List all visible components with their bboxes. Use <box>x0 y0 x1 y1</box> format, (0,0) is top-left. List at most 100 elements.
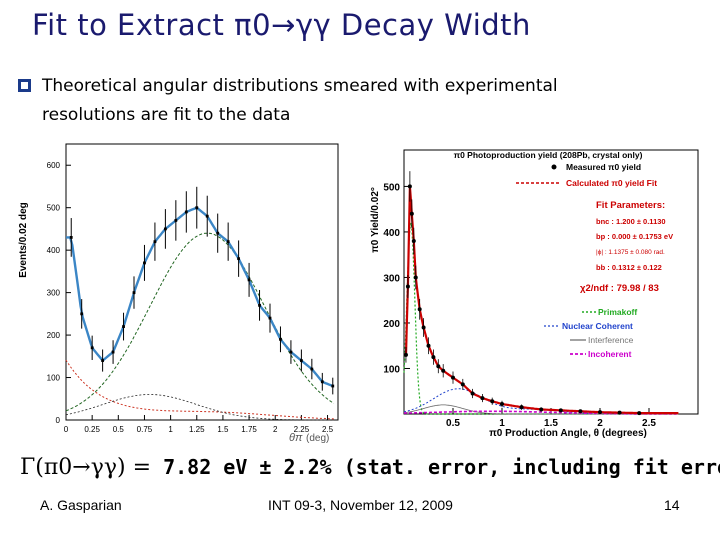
left-data-point <box>279 337 282 341</box>
right-incoherent-curve <box>404 410 679 415</box>
right-data-point <box>539 407 544 412</box>
right-photoproduction-plot: π0 Photoproduction yield (208Pb, crystal… <box>370 149 699 439</box>
right-data-point <box>413 275 418 280</box>
left-plot-ylabel: Events/0.02 deg <box>18 202 29 278</box>
right-ytick-label: 500 <box>383 182 400 193</box>
right-xtick-label: 2.5 <box>642 418 656 429</box>
left-data-point <box>237 257 241 261</box>
left-data-point <box>268 316 272 320</box>
left-data-point <box>132 291 136 295</box>
right-xtick-label: 0.5 <box>446 418 460 429</box>
right-data-point <box>407 184 412 189</box>
left-data-point <box>101 359 105 362</box>
legend-calculated: Calculated π0 yield Fit <box>566 178 657 188</box>
right-plot-header: π0 Photoproduction yield (208Pb, crystal… <box>454 150 643 160</box>
fit-chi2: χ2/ndf : 79.98 / 83 <box>580 283 659 294</box>
left-data-point <box>216 231 220 235</box>
left-data-point <box>163 227 167 231</box>
left-ytick-label: 0 <box>56 416 61 425</box>
bullet-line-2: resolutions are fit to the data <box>42 105 291 125</box>
left-xtick-label: 2 <box>273 425 278 434</box>
left-data-point <box>205 214 209 218</box>
right-data-point <box>480 396 485 401</box>
left-ytick-label: 600 <box>47 161 61 170</box>
left-data-point <box>331 384 335 388</box>
footer-author: A. Gasparian <box>40 497 122 513</box>
right-ytick-label: 100 <box>383 364 400 375</box>
left-data-point <box>258 303 261 307</box>
left-data-point <box>310 367 314 371</box>
right-data-point <box>431 355 436 360</box>
right-xtick-label: 2 <box>597 418 603 429</box>
left-xtick-label: 1.75 <box>241 425 257 434</box>
right-data-point <box>436 364 441 369</box>
left-xtick-label: 0.25 <box>84 425 100 434</box>
right-data-point <box>411 239 416 244</box>
slide-title: Fit to Extract π0→γγ Decay Width <box>32 8 531 42</box>
fit-param-bb: bb : 0.1312 ± 0.122 <box>596 263 662 272</box>
left-black-dashed-curve <box>65 394 334 421</box>
bullet-point: Theoretical angular distributions smeare… <box>18 72 608 130</box>
left-red-dashed-curve <box>65 359 334 420</box>
result-lhs: Γ(π0→γγ) = <box>20 455 152 480</box>
left-xtick-label: 1.25 <box>189 425 205 434</box>
left-xtick-label: 1 <box>168 425 173 434</box>
legend-primakoff: Primakoff <box>598 307 637 317</box>
left-data-point <box>320 380 324 384</box>
right-data-point <box>617 410 622 415</box>
fit-parameters-title: Fit Parameters: <box>596 200 665 211</box>
right-ytick-label: 300 <box>383 273 400 284</box>
left-angular-distribution-plot: Events/0.02 deg 0 100 200 300 400 500 600 0 0.25… <box>18 143 339 444</box>
right-data-point <box>470 391 475 396</box>
right-data-point <box>451 375 455 380</box>
left-plot-xlabel-unit: (deg) <box>306 433 329 444</box>
left-xtick-label: 1.5 <box>217 425 229 434</box>
legend-incoherent: Incoherent <box>588 349 632 359</box>
left-data-point <box>80 312 84 316</box>
left-data-point <box>69 236 73 239</box>
left-ytick-label: 100 <box>47 374 61 383</box>
right-data-point <box>598 410 602 415</box>
left-data-point <box>122 325 125 328</box>
left-data-point <box>226 240 230 244</box>
footer-page-number: 14 <box>664 497 680 513</box>
right-data-point <box>441 368 446 373</box>
legend-nuclear-coherent: Nuclear Coherent <box>562 321 633 331</box>
right-data-point <box>405 284 410 289</box>
right-data-point <box>519 405 524 410</box>
left-data-point <box>90 346 94 350</box>
right-data-point <box>421 325 426 330</box>
left-plot-frame <box>65 143 339 421</box>
bullet-square-icon <box>18 79 31 92</box>
left-data-point <box>184 210 188 214</box>
left-data-point <box>195 206 199 210</box>
bullet-line-1: Theoretical angular distributions smeare… <box>42 76 558 96</box>
left-data-point <box>247 278 251 282</box>
legend-interference: Interference <box>588 335 634 345</box>
left-data-point <box>299 359 303 362</box>
right-data-point <box>558 408 563 413</box>
right-ytick-label: 200 <box>383 319 400 330</box>
left-ytick-label: 300 <box>47 289 61 298</box>
fit-param-bnc: bnc : 1.200 ± 0.1130 <box>596 217 666 226</box>
right-data-point <box>403 352 408 357</box>
left-data-point <box>174 219 178 222</box>
footer-event: INT 09-3, November 12, 2009 <box>268 497 453 513</box>
left-xtick-label: 2.5 <box>322 425 334 434</box>
left-ytick-label: 400 <box>47 246 61 255</box>
right-data-point <box>409 211 414 216</box>
left-plot-xlabel-symbol: θπ <box>289 432 303 444</box>
left-data-point <box>289 350 293 354</box>
left-green-dashed-curve <box>65 232 335 412</box>
fit-param-bp: bp : 0.000 ± 0.1753 eV <box>596 232 673 241</box>
right-data-point <box>460 382 465 387</box>
right-data-point <box>578 409 583 414</box>
result-rhs: 7.82 eV ± 2.2% (stat. error, including f… <box>163 455 720 479</box>
right-data-point <box>637 411 642 416</box>
right-data-point <box>490 399 495 404</box>
left-ytick-label: 200 <box>47 331 61 340</box>
right-data-point <box>500 401 504 406</box>
left-data-point <box>153 240 157 244</box>
decay-width-result: Γ(π0→γγ) = 7.82 eV ± 2.2% (stat. error, … <box>20 455 720 480</box>
right-data-point <box>417 307 422 312</box>
